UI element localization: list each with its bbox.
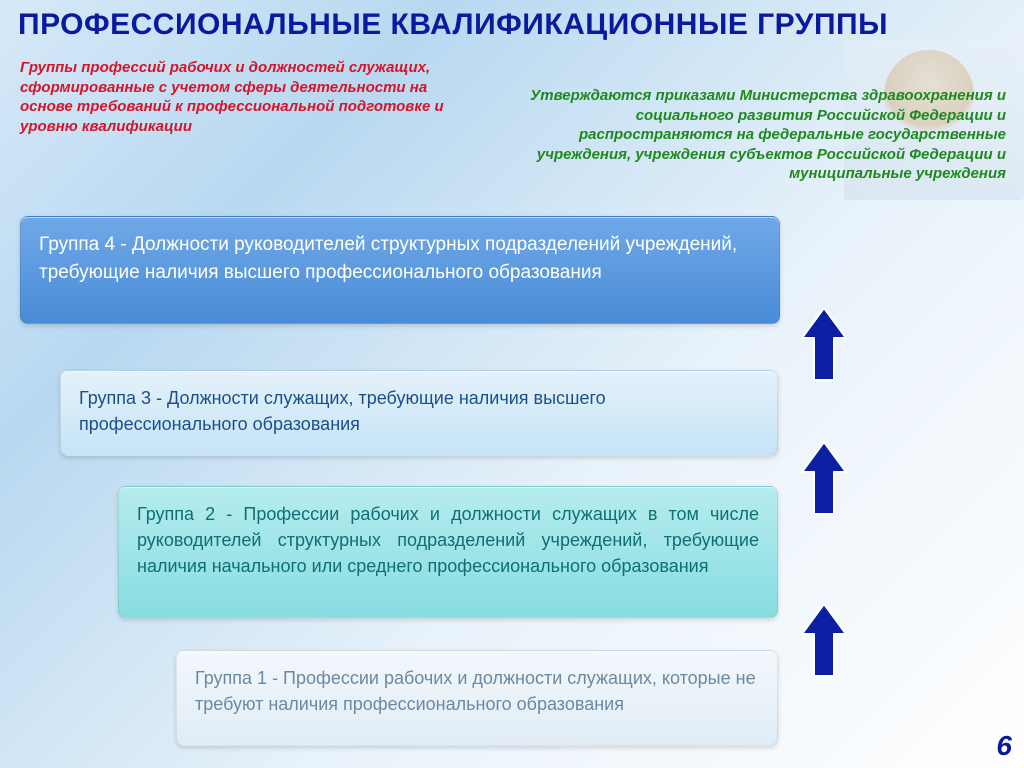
- group-3-text: Группа 3 - Должности служащих, требующие…: [79, 388, 606, 434]
- group-4-text: Группа 4 - Должности руководителей струк…: [39, 234, 737, 283]
- up-arrow-icon: [800, 602, 848, 680]
- group-1-text: Группа 1 - Профессии рабочих и должности…: [195, 668, 756, 714]
- group-2-text: Группа 2 - Профессии рабочих и должности…: [137, 504, 759, 576]
- page-number: 6: [996, 730, 1012, 762]
- subtitle-right: Утверждаются приказами Министерства здра…: [486, 86, 1006, 184]
- page-title: ПРОФЕССИОНАЛЬНЫЕ КВАЛИФИКАЦИОННЫЕ ГРУППЫ: [18, 8, 888, 42]
- up-arrow-icon: [800, 306, 848, 384]
- up-arrow-icon: [800, 440, 848, 518]
- group-2-box: Группа 2 - Профессии рабочих и должности…: [118, 486, 778, 618]
- group-4-box: Группа 4 - Должности руководителей струк…: [20, 216, 780, 324]
- group-1-box: Группа 1 - Профессии рабочих и должности…: [176, 650, 778, 746]
- subtitle-left: Группы профессий рабочих и должностей сл…: [20, 58, 480, 136]
- group-3-box: Группа 3 - Должности служащих, требующие…: [60, 370, 778, 456]
